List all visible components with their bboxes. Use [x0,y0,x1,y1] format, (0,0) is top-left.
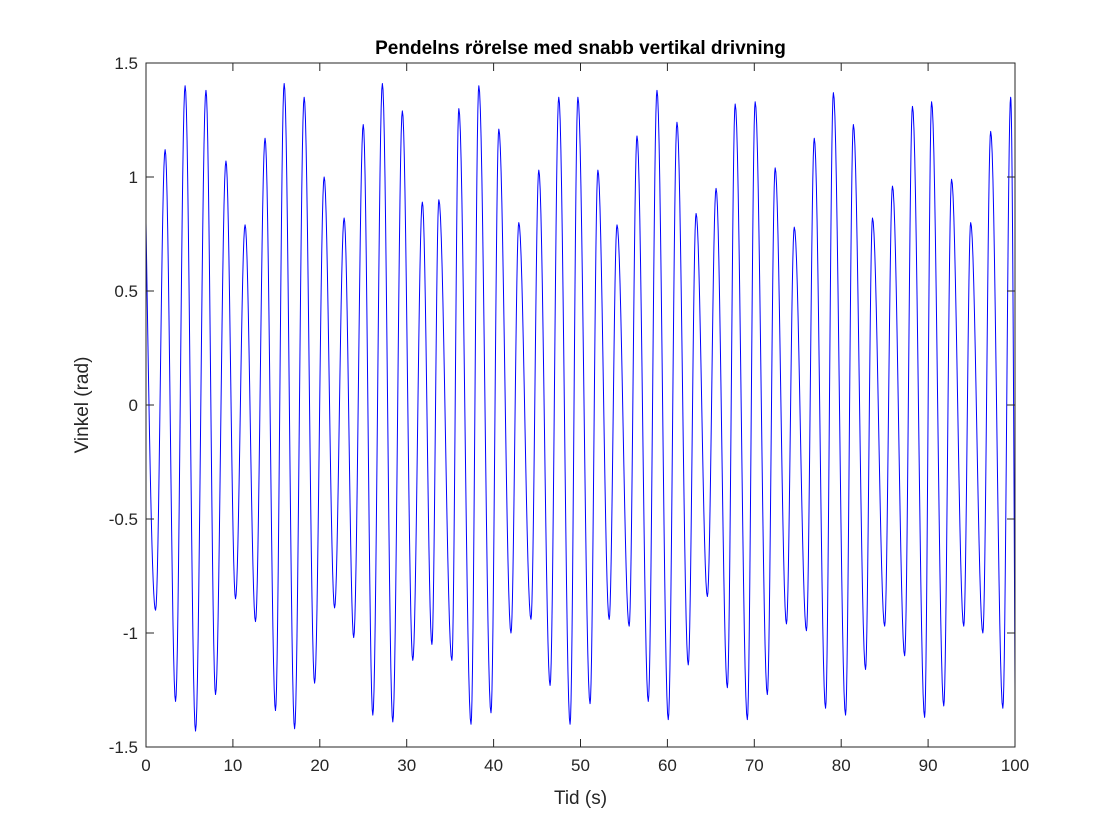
y-tick-label: 1.5 [114,54,138,73]
y-tick-label: 1 [129,168,138,187]
y-tick-label: -1.5 [109,738,138,757]
x-tick-label: 30 [397,756,416,775]
y-axis-label: Vinkel (rad) [72,357,93,454]
x-tick-label: 60 [658,756,677,775]
chart-title: Pendelns rörelse med snabb vertikal driv… [375,38,786,59]
x-axis-ticks: 0 10 20 30 40 50 60 70 80 90 100 [141,63,1029,775]
x-tick-label: 80 [832,756,851,775]
y-tick-label: 0 [129,396,138,415]
y-tick-label: 0.5 [114,282,138,301]
x-tick-label: 10 [223,756,242,775]
x-tick-label: 70 [745,756,764,775]
x-tick-label: 40 [484,756,503,775]
series-line-angle [145,83,1016,732]
x-tick-label: 50 [571,756,590,775]
y-tick-label: -0.5 [109,510,138,529]
x-tick-label: 100 [1001,756,1029,775]
x-tick-label: 0 [141,756,150,775]
x-tick-label: 90 [919,756,938,775]
y-axis-ticks: -1.5 -1 -0.5 0 0.5 1 1.5 [109,54,1015,757]
y-tick-label: -1 [123,624,138,643]
x-axis-label: Tid (s) [554,788,607,809]
x-tick-label: 20 [310,756,329,775]
